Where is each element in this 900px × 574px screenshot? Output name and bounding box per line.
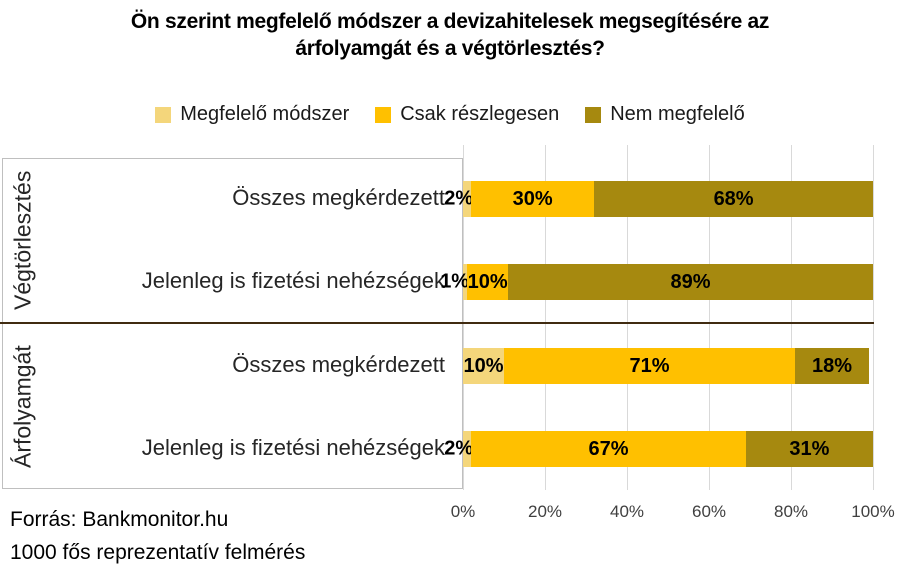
chart-title-line2: árfolyamgát és a végtörlesztés? <box>295 37 605 60</box>
legend-swatch-icon <box>585 106 602 123</box>
group-separator-line <box>0 322 874 324</box>
gridline <box>463 145 464 490</box>
row-label: Jelenleg is fizetési nehézségek <box>141 268 445 293</box>
bar-value-label: 2% <box>444 437 474 460</box>
legend-label: Nem megfelelő <box>610 103 745 125</box>
gridline <box>873 145 874 490</box>
x-axis-tick-label: 0% <box>450 502 476 521</box>
sample-size-line: 1000 fős reprezentatív felmérés <box>10 541 306 564</box>
bar-value-label: 2% <box>444 187 474 210</box>
bar-row: 2% 30% 68% <box>444 181 873 217</box>
bar-value-label: 89% <box>670 270 711 293</box>
legend-item: Megfelelő módszer <box>155 103 349 126</box>
x-axis-tick-label: 20% <box>527 502 563 521</box>
bar-segment: 2% <box>444 431 473 467</box>
gridline <box>545 145 546 490</box>
gridline <box>627 145 628 490</box>
bar-segment: 67% <box>471 431 746 467</box>
row-label: Összes megkérdezett <box>232 185 445 210</box>
legend-swatch-icon <box>375 106 392 123</box>
bar-segment: 68% <box>594 181 873 217</box>
x-axis-tick-label: 100% <box>851 502 895 521</box>
x-axis-tick-label: 60% <box>691 502 727 521</box>
bar-value-label: 71% <box>629 354 670 377</box>
bar-row: 1% 10% 89% <box>440 264 873 300</box>
bar-segment: 10% <box>463 348 504 384</box>
bar-segment: 89% <box>508 264 873 300</box>
bar-segment: 10% <box>467 264 509 300</box>
chart-title: Ön szerint megfelelő módszer a devizahit… <box>40 8 860 62</box>
legend-label: Megfelelő módszer <box>180 103 350 125</box>
bar-value-label: 18% <box>811 354 852 377</box>
bar-value-label: 68% <box>713 187 754 210</box>
legend-swatch-icon <box>155 106 172 123</box>
x-axis-tick-label: 80% <box>773 502 809 521</box>
bar-value-label: 10% <box>467 270 508 293</box>
bar-segment: 30% <box>471 181 595 217</box>
legend-item: Csak részlegesen <box>375 103 559 126</box>
chart-legend: Megfelelő módszer Csak részlegesen Nem meg… <box>0 103 900 126</box>
legend-label: Csak részlegesen <box>400 103 560 125</box>
bar-row: 2% 67% 31% <box>444 431 873 467</box>
chart-title-line1: Ön szerint megfelelő módszer a devizahit… <box>130 10 770 33</box>
bar-row: 10% 71% 18% <box>463 348 873 384</box>
gridline <box>791 145 792 490</box>
gridline <box>709 145 710 490</box>
x-axis-tick-label: 40% <box>609 502 645 521</box>
bar-segment: 1% <box>440 264 469 300</box>
legend-item: Nem megfelelő <box>585 103 745 126</box>
bar-segment: 2% <box>444 181 473 217</box>
bar-value-label: 1% <box>440 270 470 293</box>
source-line: Forrás: Bankmonitor.hu <box>10 508 229 531</box>
bar-value-label: 31% <box>789 437 830 460</box>
row-label: Összes megkérdezett <box>232 352 445 377</box>
bar-segment: 31% <box>745 431 873 467</box>
bar-value-label: 10% <box>463 354 504 377</box>
bar-value-label: 30% <box>512 187 553 210</box>
bar-segment: 71% <box>504 348 796 384</box>
bar-value-label: 67% <box>588 437 629 460</box>
row-label: Jelenleg is fizetési nehézségek <box>141 435 445 460</box>
bar-segment: 18% <box>795 348 869 384</box>
